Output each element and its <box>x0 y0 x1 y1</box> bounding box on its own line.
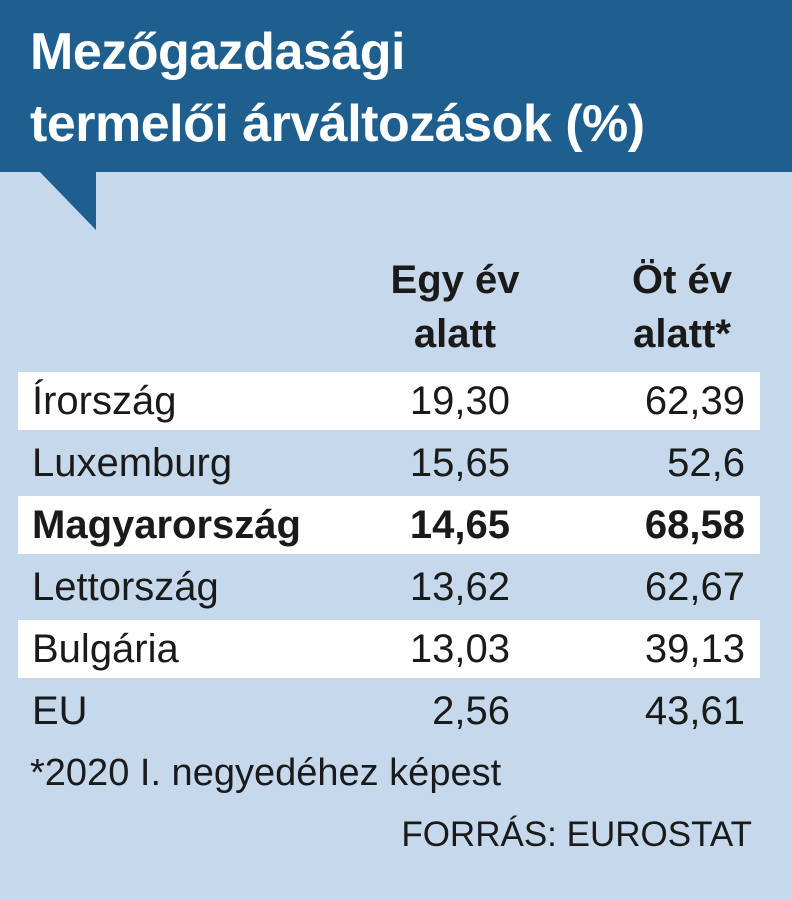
value-cell: 14,65 <box>409 503 510 547</box>
table-row: Magyarország 14,65 68,58 <box>18 496 760 554</box>
table-row: Luxemburg 15,65 52,6 <box>18 434 760 492</box>
country-cell: Luxemburg <box>32 441 233 485</box>
title-tail <box>38 170 96 230</box>
table-row: Lettország 13,62 62,67 <box>18 558 760 616</box>
value-cell: 52,6 <box>667 441 745 485</box>
value-cell: 19,30 <box>409 379 510 423</box>
footnote: *2020 I. negyedéhez képest <box>30 752 502 794</box>
column-header: alatt <box>413 312 497 356</box>
value-cell: 39,13 <box>644 627 745 671</box>
country-cell: Írország <box>32 379 177 423</box>
country-cell: Magyarország <box>32 503 301 547</box>
column-header: alatt* <box>633 312 731 356</box>
source: FORRÁS: EUROSTAT <box>401 815 752 854</box>
value-cell: 62,39 <box>644 379 745 423</box>
table-row: EU 2,56 43,61 <box>18 682 760 740</box>
title: Mezőgazdasági <box>30 23 405 81</box>
value-cell: 13,03 <box>409 627 510 671</box>
value-cell: 2,56 <box>432 689 510 733</box>
value-cell: 13,62 <box>409 565 510 609</box>
value-cell: 15,65 <box>409 441 510 485</box>
value-cell: 68,58 <box>644 503 745 547</box>
title: termelői árváltozások (%) <box>30 95 645 153</box>
column-header: Öt év <box>631 258 733 302</box>
value-cell: 62,67 <box>644 565 745 609</box>
value-cell: 43,61 <box>644 689 745 733</box>
column-header: Egy év <box>390 258 520 302</box>
country-cell: Bulgária <box>32 627 179 671</box>
country-cell: EU <box>32 689 88 733</box>
table-row: Írország 19,30 62,39 <box>18 372 760 430</box>
country-cell: Lettország <box>32 565 219 609</box>
title-band <box>0 0 792 172</box>
table-row: Bulgária 13,03 39,13 <box>18 620 760 678</box>
